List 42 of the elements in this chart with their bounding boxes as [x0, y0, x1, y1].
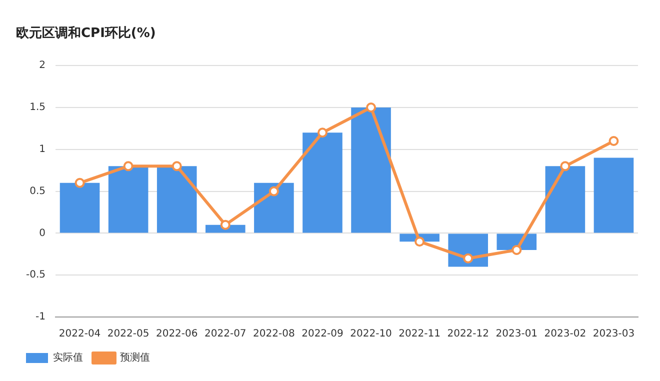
x-tick-label: 2022-11 — [398, 328, 440, 340]
legend-label: 预测值 — [120, 352, 150, 364]
x-tick-label: 2022-09 — [302, 328, 344, 340]
point — [608, 136, 619, 146]
bar — [156, 166, 197, 233]
point — [268, 186, 279, 196]
y-tick-label: 0.5 — [30, 186, 46, 197]
point — [414, 236, 425, 247]
x-tick-label: 2023-01 — [496, 328, 538, 340]
point — [220, 220, 230, 230]
y-tick-label: 2 — [39, 60, 46, 72]
x-tick-label: 2022-05 — [107, 328, 150, 340]
x-tick-label: 2022-06 — [156, 328, 198, 340]
point — [560, 161, 570, 172]
y-tick-label: -1 — [36, 312, 46, 323]
point — [74, 178, 85, 188]
x-tick-label: 2022-08 — [253, 328, 295, 340]
point — [366, 102, 376, 112]
point — [123, 161, 134, 172]
y-tick-label: 1 — [39, 144, 46, 155]
y-tick-label: 1.5 — [30, 102, 46, 114]
bar — [545, 166, 586, 233]
x-tick-label: 2022-12 — [447, 328, 490, 340]
bar — [108, 166, 148, 233]
point — [512, 244, 522, 255]
bar — [594, 158, 634, 233]
y-tick-label: 0 — [39, 228, 46, 239]
bar — [302, 132, 342, 233]
x-tick-label: 2022-07 — [204, 328, 246, 340]
point — [317, 128, 328, 138]
legend-label: 实际值 — [53, 352, 83, 364]
x-tick-label: 2023-02 — [544, 328, 586, 340]
x-tick-label: 2023-03 — [592, 328, 635, 340]
bar — [60, 182, 100, 233]
bar — [254, 182, 294, 233]
bar — [351, 108, 391, 233]
y-tick-label: -0.5 — [26, 270, 46, 281]
x-tick-label: 2022-04 — [58, 328, 101, 340]
point — [463, 253, 474, 264]
chart-title: 欧元区调和CPI环比(%) — [16, 25, 156, 42]
x-tick-label: 2022-10 — [350, 328, 392, 340]
point — [172, 161, 182, 172]
